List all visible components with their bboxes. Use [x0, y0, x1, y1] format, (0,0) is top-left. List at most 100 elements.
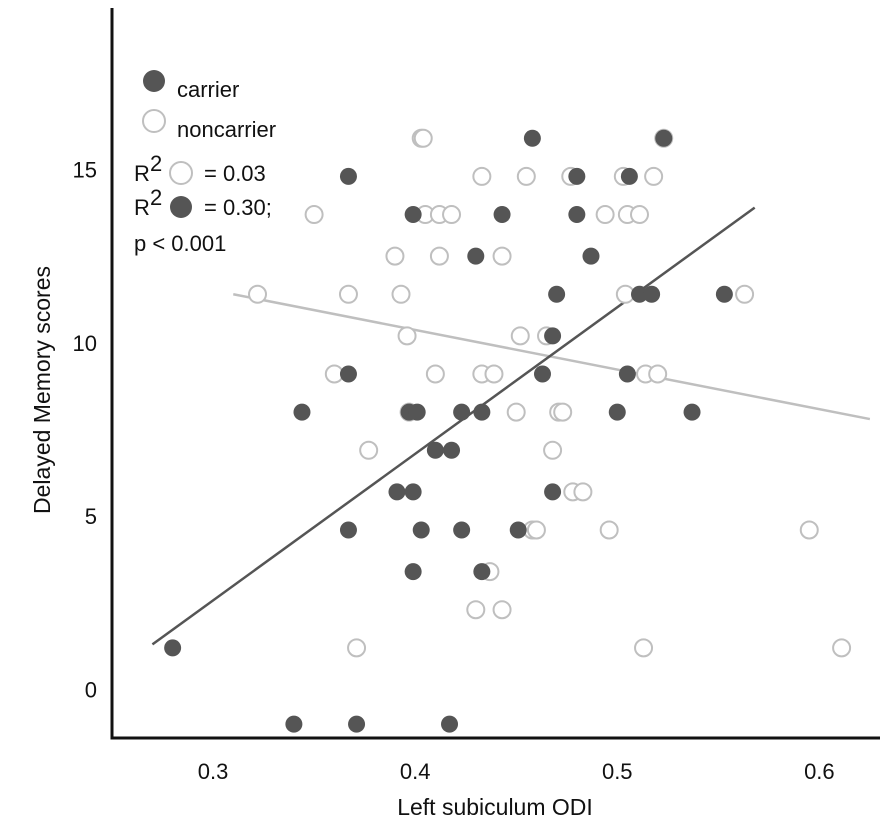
noncarrier-point — [553, 402, 573, 422]
carrier-point — [164, 639, 182, 657]
carrier-point — [548, 285, 566, 303]
x-tick-label: 0.4 — [400, 759, 431, 784]
carrier-point — [523, 129, 541, 147]
y-tick-label: 0 — [85, 677, 97, 702]
noncarrier-point — [506, 402, 526, 422]
noncarrier-point — [599, 520, 619, 540]
noncarrier-point — [510, 326, 530, 346]
carrier-point — [509, 521, 527, 539]
carrier-point — [453, 521, 471, 539]
stat-superscript: 2 — [150, 185, 162, 210]
carrier-point — [404, 206, 422, 224]
noncarrier-point — [472, 166, 492, 186]
y-tick-label: 5 — [85, 504, 97, 529]
noncarrier-point — [492, 600, 512, 620]
plot-area — [151, 128, 871, 733]
noncarrier-point — [466, 600, 486, 620]
noncarrier-point — [304, 205, 324, 225]
carrier-point — [441, 715, 459, 733]
carrier-point — [412, 521, 430, 539]
axes: 0.3 0.4 0.5 0.6 0 5 10 15 — [73, 8, 880, 784]
noncarrier-point — [413, 128, 433, 148]
noncarrier-point — [629, 205, 649, 225]
noncarrier-point — [484, 364, 504, 384]
noncarrier-point — [832, 638, 852, 658]
carrier-point — [404, 563, 422, 581]
noncarrier-legend-marker — [142, 109, 166, 133]
carrier-point — [339, 521, 357, 539]
carrier-point — [339, 167, 357, 185]
noncarrier-point — [425, 364, 445, 384]
noncarrier-point — [648, 364, 668, 384]
carrier-point — [339, 365, 357, 383]
noncarrier-point — [516, 166, 536, 186]
carrier-point — [655, 129, 673, 147]
noncarrier-point — [385, 246, 405, 266]
stat-prefix: R — [134, 161, 150, 186]
carrier-point — [348, 715, 366, 733]
carrier-point — [473, 403, 491, 421]
carrier-point — [493, 206, 511, 224]
carrier-point — [544, 483, 562, 501]
x-axis-ticks: 0.3 0.4 0.5 0.6 — [198, 759, 835, 784]
carrier-point — [582, 247, 600, 265]
stat-value: = 0.03 — [204, 161, 266, 186]
noncarrier-point — [397, 326, 417, 346]
noncarrier-point — [644, 166, 664, 186]
legend: carrier noncarrier — [142, 70, 276, 142]
x-tick-label: 0.6 — [804, 759, 835, 784]
noncarrier-point — [799, 520, 819, 540]
carrier-point — [453, 403, 471, 421]
noncarrier-point — [347, 638, 367, 658]
stat-prefix: p < 0.001 — [134, 231, 226, 256]
y-tick-label: 10 — [73, 331, 97, 356]
noncarrier-point — [543, 440, 563, 460]
carrier-point — [404, 483, 422, 501]
carrier-point — [533, 365, 551, 383]
noncarrier-stat-marker — [169, 161, 193, 185]
carrier-stat-marker — [170, 196, 192, 218]
stat-value: = 0.30; — [204, 195, 272, 220]
carrier-point — [426, 441, 444, 459]
carrier-point — [408, 403, 426, 421]
carrier-point — [388, 483, 406, 501]
noncarrier-point — [391, 284, 411, 304]
carrier-point — [715, 285, 733, 303]
stats-annotation: R 2 = 0.03 R 2 = 0.30; p < 0.001 — [134, 151, 272, 256]
noncarrier-point — [526, 520, 546, 540]
carrier-point — [443, 441, 461, 459]
trend-lines — [151, 206, 871, 646]
noncarrier-point — [492, 246, 512, 266]
carrier-point — [618, 365, 636, 383]
noncarrier-point — [359, 440, 379, 460]
carrier-legend-marker — [143, 70, 165, 92]
noncarrier-point — [429, 246, 449, 266]
carrier-point — [630, 285, 648, 303]
data-points — [164, 128, 852, 733]
carrier-legend-label: carrier — [177, 77, 239, 102]
noncarrier-point — [442, 205, 462, 225]
carrier-point — [285, 715, 303, 733]
carrier-point — [568, 206, 586, 224]
noncarrier-point — [735, 284, 755, 304]
carrier-trend-line — [151, 206, 756, 646]
noncarrier-trend-line — [233, 293, 871, 421]
carrier-point — [608, 403, 626, 421]
noncarrier-point — [573, 482, 593, 502]
noncarrier-point — [595, 205, 615, 225]
y-tick-label: 15 — [73, 157, 97, 182]
x-tick-label: 0.5 — [602, 759, 633, 784]
carrier-point — [620, 167, 638, 185]
carrier-point — [293, 403, 311, 421]
carrier-point — [568, 167, 586, 185]
noncarrier-legend-label: noncarrier — [177, 117, 276, 142]
carrier-point — [544, 327, 562, 345]
carrier-point — [643, 285, 661, 303]
carrier-point — [467, 247, 485, 265]
stat-prefix: R — [134, 195, 150, 220]
x-tick-label: 0.3 — [198, 759, 229, 784]
x-axis-title: Left subiculum ODI — [397, 794, 593, 820]
noncarrier-point — [248, 284, 268, 304]
carrier-point — [473, 563, 491, 581]
